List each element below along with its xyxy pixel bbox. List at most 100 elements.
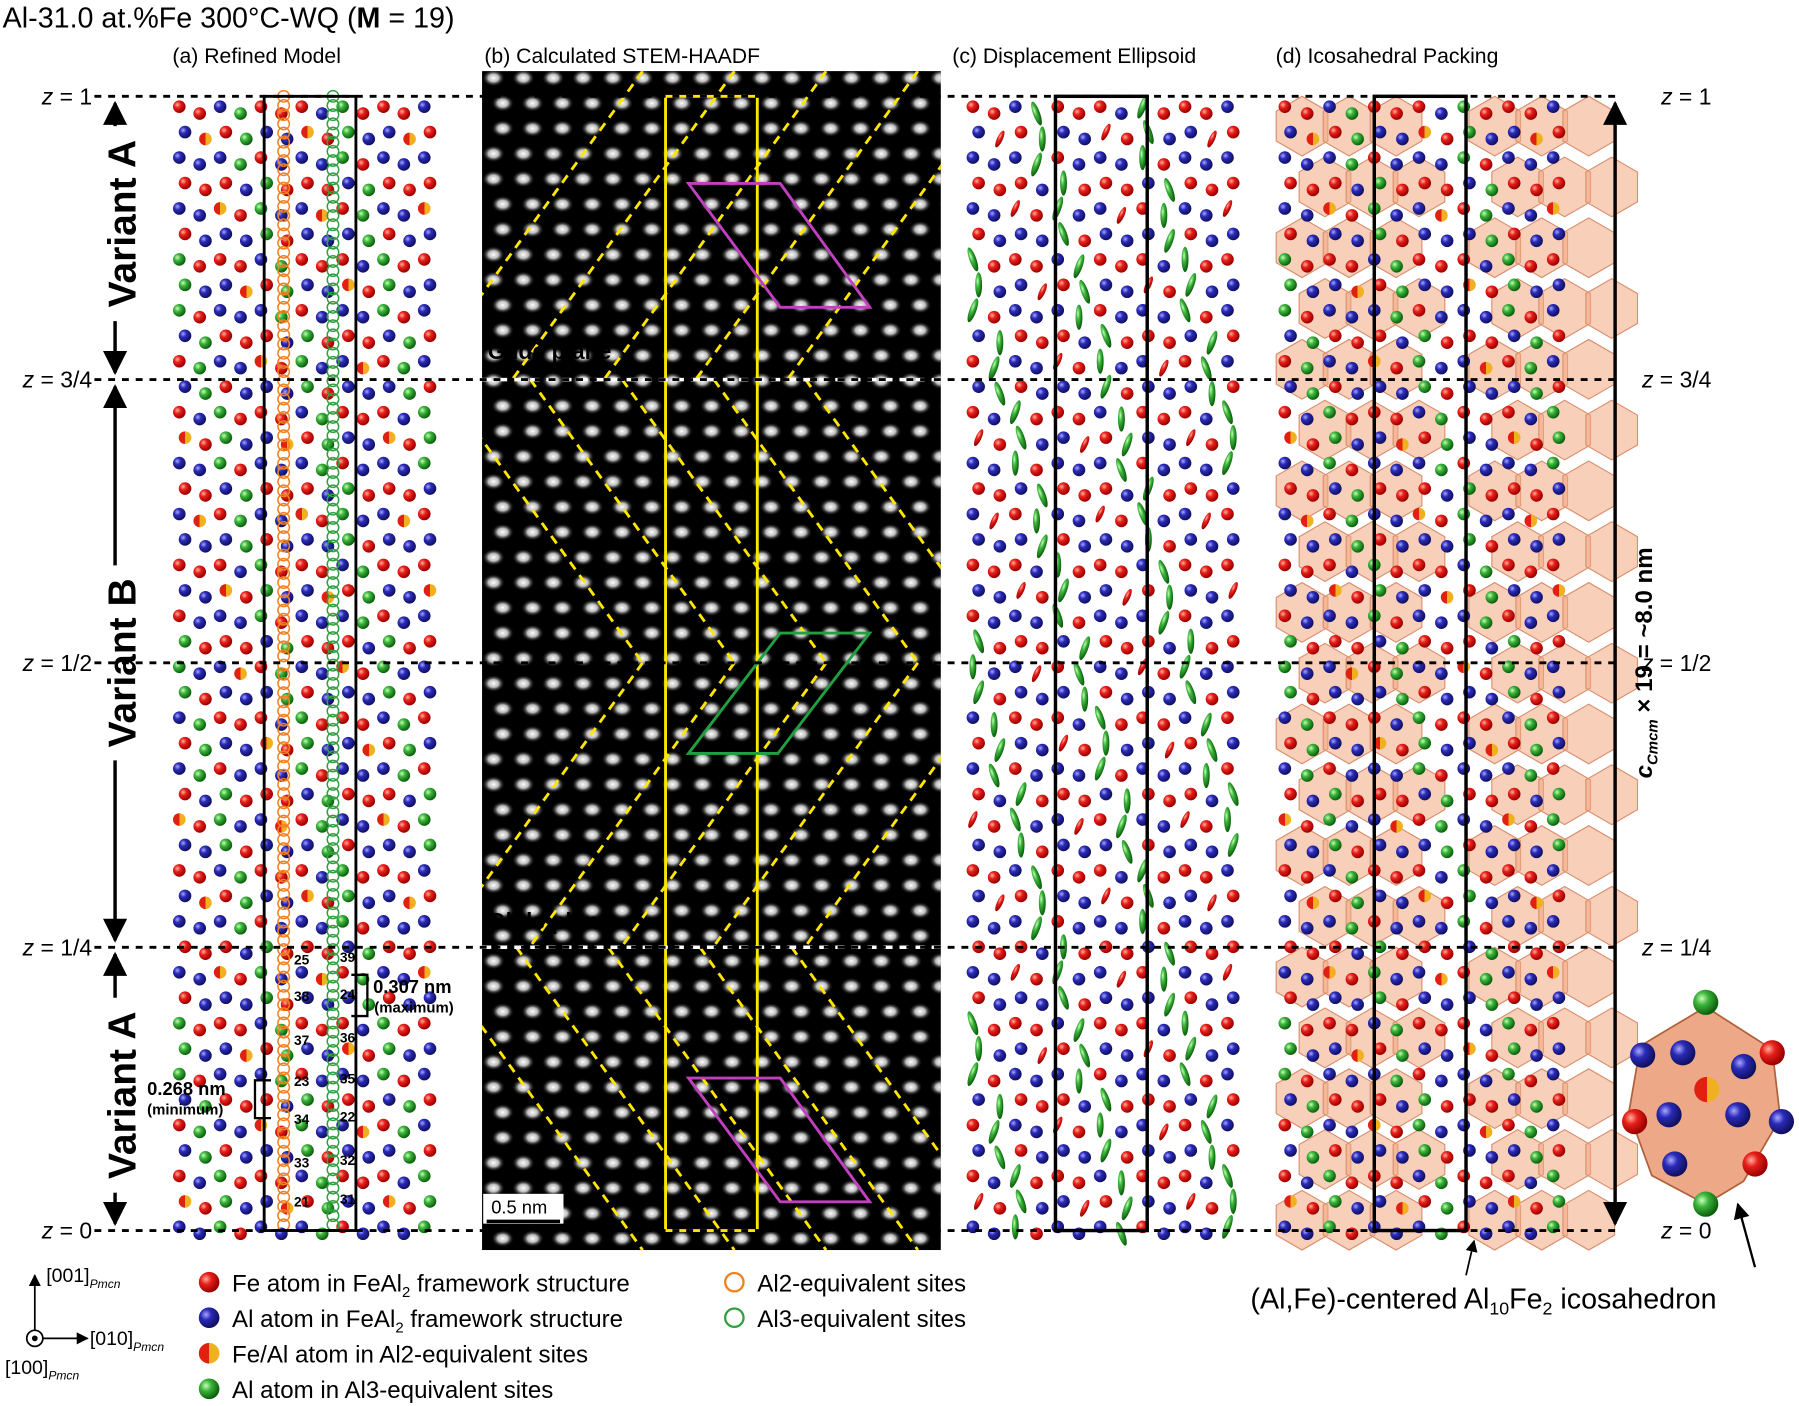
atom-column xyxy=(839,447,863,466)
atom xyxy=(1205,285,1219,299)
ellipsoid xyxy=(1079,636,1091,661)
atom xyxy=(1323,1016,1336,1030)
atom xyxy=(1072,769,1086,782)
ellipsoid xyxy=(1166,584,1174,610)
icosahedron xyxy=(1538,1128,1592,1190)
atom xyxy=(1278,151,1292,164)
atom-column xyxy=(780,977,804,995)
atom xyxy=(1072,412,1086,426)
atom xyxy=(1373,380,1387,394)
atom xyxy=(356,616,370,630)
atom xyxy=(397,1023,411,1037)
atom-column xyxy=(839,851,863,869)
atom xyxy=(1009,558,1022,572)
atom xyxy=(1457,711,1471,724)
atom-column xyxy=(938,526,941,538)
atom xyxy=(1072,921,1086,935)
atom xyxy=(382,125,396,139)
site xyxy=(277,264,291,278)
site xyxy=(277,869,291,883)
atom-column xyxy=(640,94,664,112)
atom xyxy=(1009,864,1022,877)
atom-column xyxy=(640,422,664,440)
atom-column xyxy=(849,397,872,415)
atom-column xyxy=(780,1154,804,1172)
atom-column xyxy=(631,1078,655,1096)
site xyxy=(277,750,291,764)
atom-column xyxy=(550,422,574,440)
atom xyxy=(1485,692,1499,706)
atom-column xyxy=(631,876,655,894)
site xyxy=(326,732,340,746)
atom-column xyxy=(690,649,714,667)
atom xyxy=(1390,361,1403,375)
atom-column xyxy=(541,473,565,491)
site xyxy=(277,410,291,424)
atom xyxy=(260,1144,273,1157)
atom xyxy=(1035,336,1049,349)
atom xyxy=(199,183,212,197)
site xyxy=(326,860,340,874)
atom xyxy=(234,259,247,273)
atom xyxy=(1009,100,1022,113)
atom xyxy=(172,813,186,826)
atom xyxy=(199,387,212,400)
atom xyxy=(1072,209,1086,222)
atom xyxy=(1300,310,1314,324)
atom xyxy=(193,667,207,680)
atom xyxy=(219,1144,233,1157)
ellipsoid xyxy=(1229,425,1237,451)
atom xyxy=(1396,896,1409,910)
atom xyxy=(1115,718,1128,731)
atom-column xyxy=(550,296,574,314)
atom xyxy=(1306,947,1320,961)
atom xyxy=(397,209,411,222)
atom-column xyxy=(550,1229,574,1248)
atom xyxy=(1345,1023,1359,1037)
atom-column xyxy=(601,71,625,87)
atom xyxy=(1323,915,1336,928)
atom xyxy=(1502,151,1515,164)
site xyxy=(277,796,291,810)
atom xyxy=(1507,1195,1521,1208)
atom xyxy=(219,380,233,394)
atom xyxy=(1524,769,1538,782)
ellipsoid xyxy=(1222,1164,1233,1188)
atom xyxy=(382,380,396,394)
atom xyxy=(1435,412,1448,426)
atom xyxy=(1485,1049,1499,1062)
atom xyxy=(1163,1100,1176,1113)
atom-column xyxy=(810,346,833,365)
site xyxy=(326,530,340,544)
atom xyxy=(1328,1093,1342,1106)
atom-column xyxy=(908,1229,932,1248)
atom-column xyxy=(750,145,774,163)
atom-column xyxy=(610,397,634,415)
atom xyxy=(987,259,1001,273)
atom xyxy=(1199,871,1213,884)
atom xyxy=(362,896,376,910)
atom-column xyxy=(640,296,664,314)
atom-column xyxy=(929,952,941,970)
atom xyxy=(1502,915,1515,928)
atom xyxy=(1502,456,1515,470)
ellipsoid xyxy=(1222,963,1233,981)
atom-column xyxy=(929,674,941,693)
atom xyxy=(178,278,192,292)
site xyxy=(277,970,291,984)
atom xyxy=(1524,361,1538,375)
site-number: 31 xyxy=(340,1192,356,1207)
atom xyxy=(1546,151,1560,164)
atom-column xyxy=(550,1129,574,1147)
atom xyxy=(1328,482,1342,495)
atom xyxy=(1524,616,1538,630)
atom-column xyxy=(839,1078,863,1096)
atom xyxy=(1457,1118,1471,1132)
atom xyxy=(1099,685,1113,699)
atom-column xyxy=(580,94,604,112)
atom xyxy=(178,533,192,546)
atom-column xyxy=(908,901,932,920)
atom xyxy=(1323,202,1336,215)
atom xyxy=(280,641,294,655)
atom xyxy=(1457,864,1471,877)
